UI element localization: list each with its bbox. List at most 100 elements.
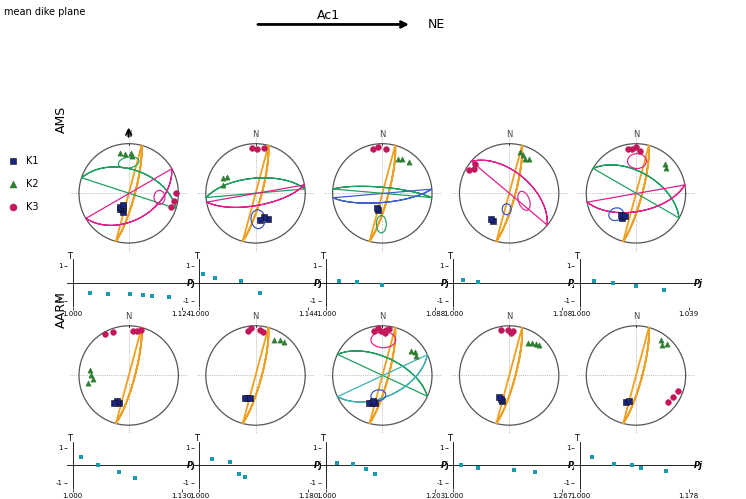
Point: [468, 165, 480, 173]
Point: [113, 469, 125, 477]
Point: [619, 212, 631, 220]
Text: Pj: Pj: [695, 461, 703, 470]
Point: [517, 151, 529, 159]
Point: [110, 397, 122, 405]
Text: T: T: [194, 434, 198, 444]
Point: [374, 327, 386, 335]
Point: [235, 277, 247, 285]
Point: [116, 201, 128, 209]
Point: [622, 145, 634, 153]
Point: [82, 379, 94, 387]
Point: [607, 460, 619, 468]
Point: [197, 269, 209, 277]
Point: [522, 339, 534, 347]
Point: [113, 205, 125, 213]
Point: [118, 204, 130, 212]
Point: [529, 469, 541, 477]
Point: [145, 292, 157, 300]
Point: [333, 276, 345, 284]
Text: Pj: Pj: [441, 278, 450, 288]
Point: [92, 461, 104, 469]
Point: [274, 336, 286, 344]
Point: [366, 399, 378, 407]
Point: [113, 399, 125, 407]
Point: [135, 326, 147, 334]
Point: [519, 155, 531, 163]
Point: [168, 198, 180, 206]
Point: [530, 340, 542, 348]
Point: [662, 398, 674, 406]
Text: T: T: [448, 252, 452, 261]
Point: [163, 293, 175, 301]
Point: [347, 460, 359, 468]
Point: [656, 341, 668, 349]
Point: [114, 149, 126, 157]
Point: [108, 399, 120, 407]
Point: [372, 206, 384, 214]
Point: [626, 461, 638, 469]
Text: AMS: AMS: [54, 106, 68, 133]
Point: [379, 329, 391, 337]
Text: K2: K2: [26, 179, 39, 189]
Text: T: T: [67, 434, 72, 444]
Point: [165, 203, 177, 211]
Point: [87, 375, 98, 383]
Point: [363, 399, 375, 407]
Point: [254, 216, 266, 224]
Point: [85, 371, 97, 380]
Point: [84, 289, 96, 297]
Point: [239, 394, 251, 402]
Point: [125, 149, 137, 157]
Point: [131, 327, 142, 335]
Point: [254, 325, 266, 333]
Point: [257, 328, 269, 336]
Point: [672, 387, 684, 395]
Point: [659, 467, 671, 475]
Text: N: N: [379, 130, 386, 139]
Point: [206, 455, 218, 463]
Point: [257, 144, 269, 152]
Point: [659, 160, 671, 168]
Point: [405, 347, 417, 355]
Point: [623, 398, 635, 406]
Point: [242, 327, 254, 335]
Text: AARM: AARM: [54, 291, 68, 328]
Point: [410, 348, 421, 356]
Text: N: N: [125, 130, 132, 139]
Point: [369, 399, 381, 407]
Point: [7, 157, 19, 165]
Point: [130, 474, 142, 482]
Point: [99, 330, 111, 338]
Point: [533, 341, 545, 349]
Point: [526, 339, 538, 347]
Point: [224, 458, 236, 466]
Point: [667, 393, 679, 401]
Point: [372, 143, 384, 151]
Text: Pj: Pj: [568, 278, 577, 288]
Point: [369, 327, 380, 335]
Point: [586, 454, 598, 462]
Text: Pj: Pj: [568, 461, 577, 470]
Point: [630, 143, 642, 151]
Text: T: T: [574, 434, 579, 444]
Point: [635, 464, 647, 472]
Point: [209, 274, 221, 282]
Text: Pj: Pj: [441, 461, 450, 470]
Text: T: T: [321, 252, 325, 261]
Point: [254, 289, 266, 297]
Point: [367, 145, 379, 153]
Point: [523, 155, 535, 163]
Point: [126, 152, 138, 160]
Point: [392, 155, 404, 163]
Text: Pj: Pj: [695, 278, 703, 288]
Text: Ac1: Ac1: [317, 8, 339, 21]
Point: [396, 155, 408, 163]
Point: [514, 148, 526, 156]
Point: [501, 326, 513, 334]
Text: Pj: Pj: [187, 278, 196, 288]
Point: [660, 164, 672, 172]
Text: mean dike plane: mean dike plane: [4, 7, 85, 17]
Point: [367, 397, 379, 405]
Text: T: T: [67, 252, 72, 261]
Point: [633, 147, 645, 155]
